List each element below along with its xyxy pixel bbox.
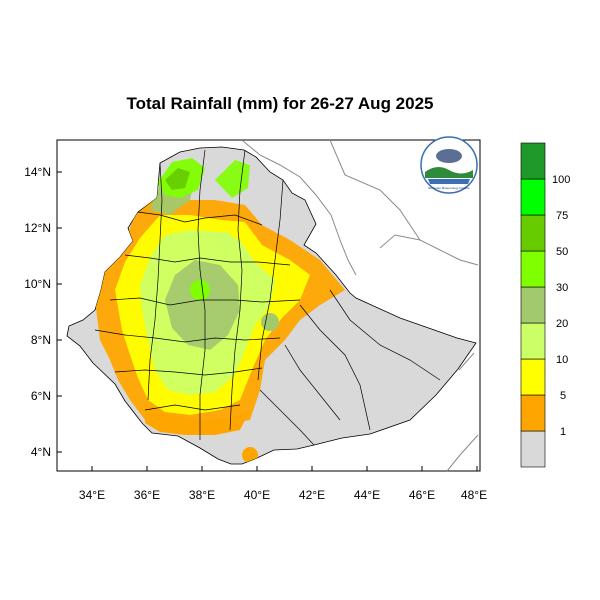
y-axis: 4°N 6°N 8°N 10°N 12°N 14°N <box>24 165 62 459</box>
legend-label: 50 <box>556 246 568 258</box>
y-tick-label: 10°N <box>24 277 51 291</box>
y-tick-label: 8°N <box>31 333 51 347</box>
legend-label: 75 <box>556 210 568 222</box>
legend-label: 100 <box>552 174 570 186</box>
legend-box <box>520 286 546 324</box>
legend-box <box>520 142 546 180</box>
y-tick-label: 12°N <box>24 221 51 235</box>
legend-label: 1 <box>560 426 566 438</box>
legend-label: 30 <box>556 282 568 294</box>
y-tick-label: 4°N <box>31 445 51 459</box>
x-axis: 34°E 36°E 38°E 40°E 42°E 44°E 46°E 48°E <box>79 466 487 502</box>
legend-label: 5 <box>560 390 566 402</box>
x-tick-label: 46°E <box>409 488 435 502</box>
rainfall-field <box>95 158 345 463</box>
map-title: Total Rainfall (mm) for 26-27 Aug 2025 <box>126 94 434 113</box>
rain-spot <box>261 313 279 331</box>
legend-label: 10 <box>556 354 568 366</box>
legend-label: 20 <box>556 318 568 330</box>
institute-logo: Ethiopian Meteorology Institute <box>420 136 478 194</box>
y-tick-label: 14°N <box>24 165 51 179</box>
rain-band-50mm-b <box>215 160 250 198</box>
legend-box <box>520 178 546 216</box>
x-tick-label: 48°E <box>461 488 487 502</box>
rain-band-30mm <box>165 260 240 350</box>
rain-band-75mm <box>165 168 190 190</box>
neighbor-borders <box>242 139 479 472</box>
logo-text: Ethiopian Meteorology Institute <box>428 186 470 190</box>
rain-spot <box>242 447 258 463</box>
rain-spot <box>190 280 210 300</box>
rain-band-south <box>145 405 250 435</box>
admin-boundaries <box>94 149 441 446</box>
legend-box <box>520 250 546 288</box>
x-tick-label: 42°E <box>299 488 325 502</box>
x-tick-label: 36°E <box>134 488 160 502</box>
x-tick-label: 34°E <box>79 488 105 502</box>
x-tick-label: 40°E <box>244 488 270 502</box>
color-legend: 1 5 10 20 30 50 75 100 <box>520 142 570 468</box>
legend-box <box>520 322 546 360</box>
legend-box <box>520 358 546 396</box>
x-tick-label: 38°E <box>189 488 215 502</box>
legend-box <box>520 394 546 432</box>
rain-spot <box>217 232 233 248</box>
y-tick-label: 6°N <box>31 389 51 403</box>
legend-box <box>520 430 546 468</box>
x-tick-label: 44°E <box>354 488 380 502</box>
legend-box <box>520 214 546 252</box>
